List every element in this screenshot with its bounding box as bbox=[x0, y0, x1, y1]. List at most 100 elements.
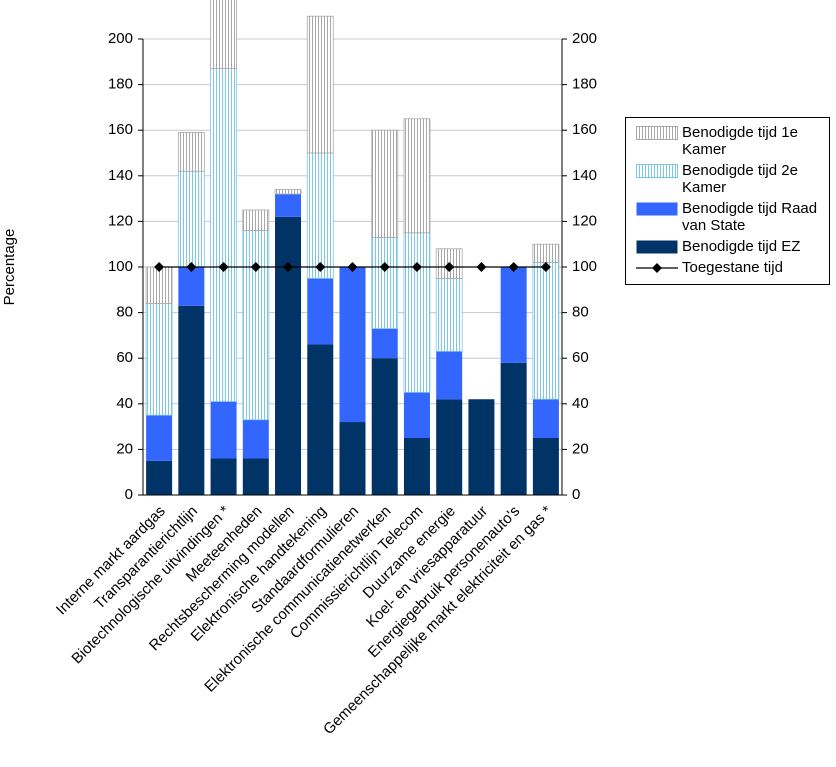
legend-item: Benodigde tijd 1e Kamer bbox=[626, 124, 829, 158]
bar-segment bbox=[306, 15, 334, 154]
bar-segment bbox=[435, 277, 463, 352]
line-marker bbox=[347, 262, 358, 272]
bar-segment bbox=[210, 0, 237, 70]
swatch bbox=[636, 126, 678, 140]
legend-label: Toegestane tijd bbox=[682, 259, 783, 276]
y2-tick-label: 0 bbox=[572, 486, 580, 503]
bar-segment bbox=[403, 392, 430, 438]
bar-segment bbox=[210, 68, 237, 402]
y-tick-label: 20 bbox=[116, 440, 133, 457]
legend: Benodigde tijd 1e Kamer Benodigde tijd 2e… bbox=[625, 117, 830, 285]
y2-tick-label: 120 bbox=[572, 212, 597, 229]
y2-tick-label: 140 bbox=[572, 167, 597, 184]
bar-segment bbox=[532, 438, 559, 495]
y-tick-label: 200 bbox=[108, 30, 133, 47]
bar-segment bbox=[145, 303, 173, 416]
bar-segment bbox=[436, 351, 463, 400]
y2-tick-label: 60 bbox=[572, 349, 589, 366]
bar-segment bbox=[371, 236, 399, 329]
legend-label: Benodigde tijd 1e Kamer bbox=[682, 124, 798, 158]
y-tick-label: 160 bbox=[108, 121, 133, 138]
line-marker bbox=[154, 262, 165, 272]
y-tick-label: 120 bbox=[108, 212, 133, 229]
bar-segment bbox=[339, 422, 366, 495]
legend-item: Toegestane tijd bbox=[626, 259, 829, 276]
swatch bbox=[636, 240, 678, 254]
legend-item: Benodigde tijd EZ bbox=[626, 238, 829, 255]
bar-segment bbox=[532, 243, 560, 263]
bar-segment bbox=[371, 129, 399, 238]
legend-swatch bbox=[636, 126, 678, 140]
legend-swatch bbox=[636, 202, 678, 216]
bar-segment bbox=[532, 262, 560, 400]
bar-segment bbox=[178, 267, 205, 306]
line-marker bbox=[540, 262, 551, 272]
line-marker bbox=[218, 262, 229, 272]
bar-segment bbox=[500, 267, 527, 363]
bar-segment bbox=[177, 132, 205, 172]
y2-tick-label: 180 bbox=[572, 76, 597, 93]
bar-segment bbox=[306, 152, 334, 279]
y-axis-label: Percentage bbox=[1, 229, 18, 306]
bar-segment bbox=[210, 458, 237, 495]
line-marker bbox=[411, 262, 422, 272]
legend-swatch bbox=[636, 164, 678, 178]
bar-segment bbox=[210, 401, 237, 459]
bar-segment bbox=[178, 305, 205, 495]
line-marker bbox=[476, 262, 487, 272]
bar-segment bbox=[275, 194, 302, 217]
bar-segment bbox=[177, 170, 205, 268]
bar-segment bbox=[500, 362, 527, 495]
legend-label: Benodigde tijd Raad van State bbox=[682, 200, 818, 234]
line-marker bbox=[186, 262, 197, 272]
legend-label: Benodigde tijd 2e Kamer bbox=[682, 162, 798, 196]
y-tick-label: 60 bbox=[116, 349, 133, 366]
y2-tick-label: 80 bbox=[572, 304, 589, 321]
y-tick-label: 100 bbox=[108, 258, 133, 275]
line-marker bbox=[315, 262, 326, 272]
bar-segment bbox=[146, 415, 173, 461]
y2-tick-label: 100 bbox=[572, 258, 597, 275]
y-tick-label: 40 bbox=[116, 395, 133, 412]
bar-segment bbox=[403, 438, 430, 495]
y2-tick-label: 160 bbox=[572, 121, 597, 138]
bar-segment bbox=[371, 328, 398, 359]
bar-segment bbox=[403, 118, 431, 234]
line-marker bbox=[283, 262, 294, 272]
line-marker bbox=[508, 262, 519, 272]
legend-swatch bbox=[636, 263, 678, 273]
y2-tick-label: 200 bbox=[572, 30, 597, 47]
bar-segment bbox=[307, 278, 334, 345]
bar-segment bbox=[339, 267, 366, 423]
y-tick-label: 0 bbox=[125, 486, 133, 503]
y2-tick-label: 20 bbox=[572, 440, 589, 457]
line-marker bbox=[444, 262, 455, 272]
bar-segment bbox=[242, 209, 270, 231]
y2-tick-label: 40 bbox=[572, 395, 589, 412]
y-tick-label: 140 bbox=[108, 167, 133, 184]
bar-segment bbox=[145, 266, 173, 304]
y-tick-label: 180 bbox=[108, 76, 133, 93]
bar-segment bbox=[242, 419, 269, 459]
bar-segment bbox=[468, 399, 495, 495]
bar-segment bbox=[371, 358, 398, 495]
legend-swatch bbox=[636, 240, 678, 254]
bar-segment bbox=[532, 399, 559, 438]
swatch bbox=[636, 164, 678, 178]
swatch bbox=[636, 263, 678, 273]
bar-segment bbox=[436, 399, 463, 495]
y-tick-label: 80 bbox=[116, 304, 133, 321]
bar-segment bbox=[146, 460, 173, 495]
line-marker bbox=[379, 262, 390, 272]
legend-item: Benodigde tijd Raad van State bbox=[626, 200, 829, 234]
bar-segment bbox=[242, 458, 269, 495]
bar-segment bbox=[274, 189, 302, 195]
bar-segment bbox=[242, 230, 270, 421]
bar-segment bbox=[275, 216, 302, 495]
swatch bbox=[636, 202, 678, 216]
legend-item: Benodigde tijd 2e Kamer bbox=[626, 162, 829, 196]
bar-segment bbox=[403, 232, 431, 393]
bar-segment bbox=[307, 344, 334, 495]
